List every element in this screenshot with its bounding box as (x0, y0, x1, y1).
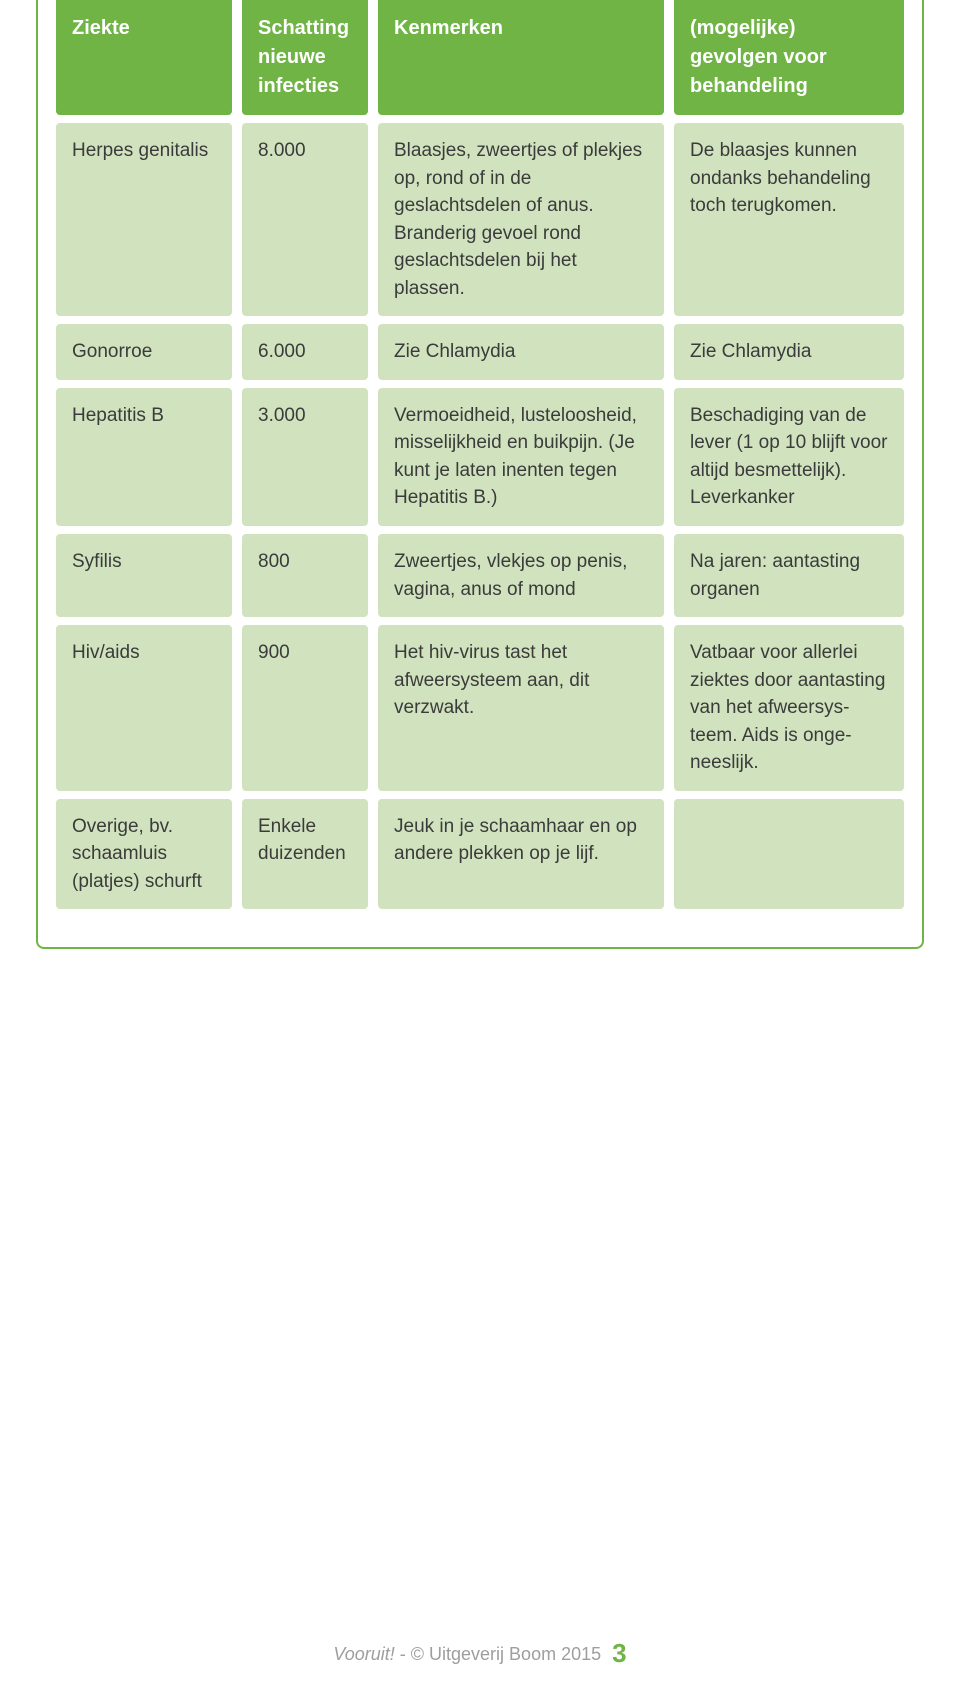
cell-ziekte: Hiv/aids (56, 625, 232, 791)
table-row: Herpes genitalis 8.000 Blaasjes, zweertj… (56, 123, 904, 316)
table-row: Hiv/aids 900 Het hiv-virus tast het afwe… (56, 625, 904, 791)
header-schatting: Schatting nieuwe infecties (242, 0, 368, 115)
cell-kenmerken: Vermoeidheid, lusteloos­heid, misselijkh… (378, 388, 664, 526)
page: Ziekte Schatting nieuwe infecties Kenmer… (0, 0, 960, 949)
cell-gevolgen: Zie Chlamydia (674, 324, 904, 380)
cell-ziekte: Syfilis (56, 534, 232, 617)
table-frame: Ziekte Schatting nieuwe infecties Kenmer… (36, 0, 924, 949)
page-footer: Vooruit! - © Uitgeverij Boom 2015 3 (0, 1638, 960, 1669)
cell-kenmerken: Jeuk in je schaamhaar en op andere plekk… (378, 799, 664, 910)
table-row: Overige, bv. schaamluis (platjes) schurf… (56, 799, 904, 910)
cell-schatting: 8.000 (242, 123, 368, 316)
cell-schatting: 800 (242, 534, 368, 617)
table-header-row: Ziekte Schatting nieuwe infecties Kenmer… (56, 0, 904, 115)
cell-schatting: 3.000 (242, 388, 368, 526)
table-row: Gonorroe 6.000 Zie Chlamydia Zie Chlamyd… (56, 324, 904, 380)
cell-schatting: 6.000 (242, 324, 368, 380)
cell-gevolgen: Vatbaar voor allerlei ziektes door aanta… (674, 625, 904, 791)
cell-ziekte: Herpes genitalis (56, 123, 232, 316)
cell-schatting: 900 (242, 625, 368, 791)
footer-rest: - © Uitgeverij Boom 2015 (395, 1644, 601, 1664)
cell-gevolgen: De blaasjes kunnen ondanks behandeling t… (674, 123, 904, 316)
cell-kenmerken: Blaasjes, zweertjes of plekjes op, rond … (378, 123, 664, 316)
cell-gevolgen: Na jaren: aantasting organen (674, 534, 904, 617)
cell-ziekte: Gonorroe (56, 324, 232, 380)
header-ziekte: Ziekte (56, 0, 232, 115)
table-row: Syfilis 800 Zweertjes, vlekjes op pe­nis… (56, 534, 904, 617)
cell-schatting: Enkele duizenden (242, 799, 368, 910)
cell-ziekte: Overige, bv. schaamluis (platjes) schurf… (56, 799, 232, 910)
cell-ziekte: Hepatitis B (56, 388, 232, 526)
cell-kenmerken: Het hiv-virus tast het afweersysteem aan… (378, 625, 664, 791)
cell-kenmerken: Zweertjes, vlekjes op pe­nis, vagina, an… (378, 534, 664, 617)
header-kenmerken: Kenmerken (378, 0, 664, 115)
footer-title: Vooruit! (333, 1644, 394, 1664)
page-number: 3 (612, 1638, 626, 1668)
cell-kenmerken: Zie Chlamydia (378, 324, 664, 380)
header-gevolgen: (mogelijke) gevolgen voor behandeling (674, 0, 904, 115)
cell-gevolgen (674, 799, 904, 910)
cell-gevolgen: Beschadiging van de lever (1 op 10 blijf… (674, 388, 904, 526)
table-row: Hepatitis B 3.000 Vermoeidheid, lusteloo… (56, 388, 904, 526)
